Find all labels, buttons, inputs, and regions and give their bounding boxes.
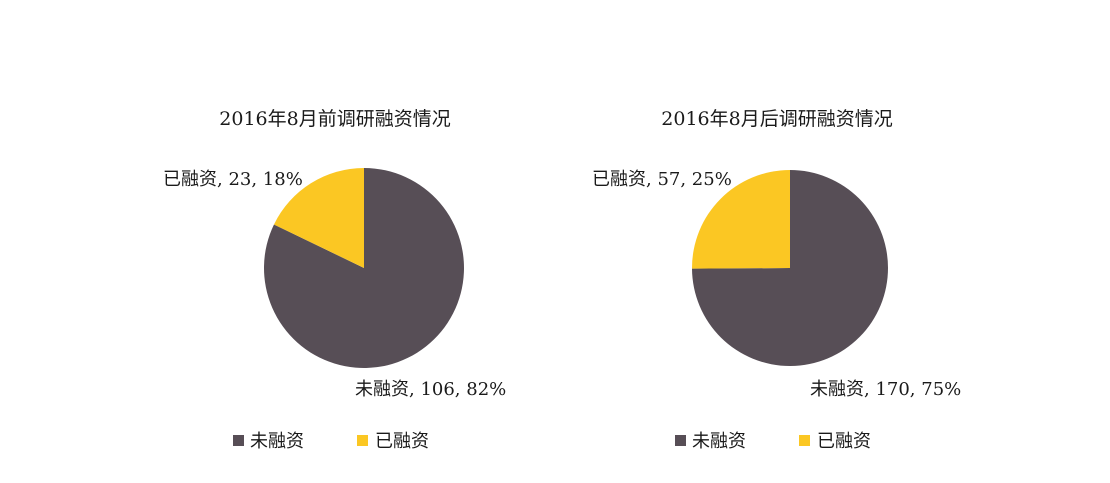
legend-label-unfunded: 未融资 xyxy=(250,431,304,452)
pie-slice-funded xyxy=(273,168,364,268)
chart-title: 2016年8月后调研融资情况 xyxy=(661,108,892,130)
slice-label-funded: 已融资, 23, 18% xyxy=(163,169,303,190)
pie-slices xyxy=(263,168,464,369)
legend-label-funded: 已融资 xyxy=(375,431,429,452)
pie-slices xyxy=(691,169,888,366)
legend-swatch-funded xyxy=(357,435,368,446)
legend-label-funded: 已融资 xyxy=(817,431,871,452)
legend: 未融资 已融资 xyxy=(233,431,429,452)
pie-slice-funded xyxy=(691,169,790,269)
chart-title: 2016年8月前调研融资情况 xyxy=(219,108,450,130)
legend-swatch-unfunded xyxy=(233,435,244,446)
slice-label-funded: 已融资, 57, 25% xyxy=(592,169,732,190)
pie-chart-before: 2016年8月前调研融资情况 已融资, 23, 18% 未融资, 106, 82… xyxy=(163,108,506,452)
legend: 未融资 已融资 xyxy=(675,431,871,452)
chart-panel-after: 2016年8月后调研融资情况 已融资, 57, 25% 未融资, 170, 75… xyxy=(555,0,1110,483)
pie-slice-unfunded xyxy=(692,170,888,366)
legend-swatch-funded xyxy=(799,435,810,446)
pie-slice-unfunded xyxy=(263,168,464,369)
legend-swatch-unfunded xyxy=(675,435,686,446)
slice-label-unfunded: 未融资, 106, 82% xyxy=(355,379,506,400)
legend-label-unfunded: 未融资 xyxy=(692,431,746,452)
pie-chart-after: 2016年8月后调研融资情况 已融资, 57, 25% 未融资, 170, 75… xyxy=(592,108,961,452)
slice-label-unfunded: 未融资, 170, 75% xyxy=(810,379,961,400)
chart-panel-before: 2016年8月前调研融资情况 已融资, 23, 18% 未融资, 106, 82… xyxy=(163,108,506,452)
